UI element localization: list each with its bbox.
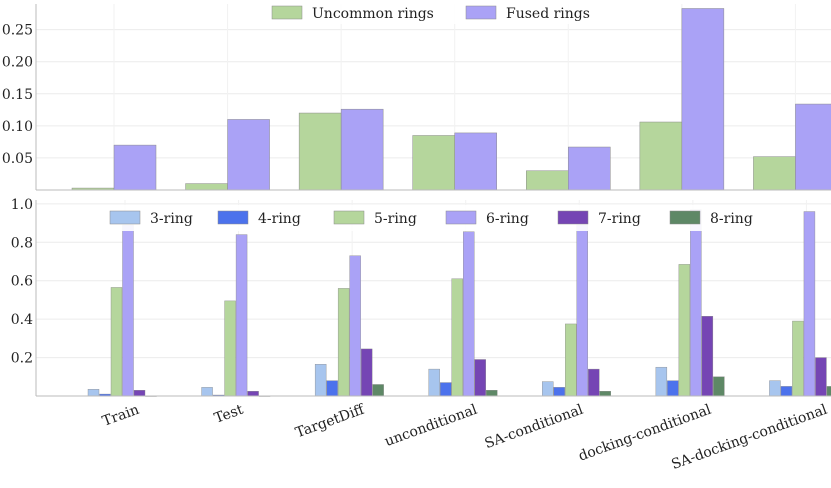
legend-label-fused-rings: Fused rings xyxy=(506,6,590,22)
bar-3-ring-sa-docking-conditional xyxy=(769,380,781,397)
legend-swatch-7-ring xyxy=(557,210,589,225)
bar-3-ring-targetdiff xyxy=(314,364,327,397)
bar-4-ring-unconditional xyxy=(440,382,452,397)
top-y-tick-label-4: 0.25 xyxy=(2,23,33,39)
bar-7-ring-unconditional xyxy=(474,359,486,397)
bar-7-ring-docking-conditional xyxy=(701,316,714,397)
bar-uncommon-rings-targetdiff xyxy=(298,112,342,191)
legend-label-4-ring: 4-ring xyxy=(258,211,301,227)
legend-label-6-ring: 6-ring xyxy=(486,211,529,227)
bar-uncommon-rings-sa-conditional xyxy=(526,170,569,191)
x-tick-labels: Train Test TargetDiff unconditional SA-condi… xyxy=(100,401,830,473)
bottom-y-tick-label-2: 0.6 xyxy=(11,274,33,290)
bar-3-ring-unconditional xyxy=(428,368,440,397)
legend-label-uncommon-rings: Uncommon rings xyxy=(312,6,434,22)
legend-swatch-5-ring xyxy=(333,210,365,225)
bar-7-ring-test xyxy=(247,390,259,397)
bar-4-ring-targetdiff xyxy=(326,380,338,397)
top-panel-legend: Uncommon rings Fused rings xyxy=(262,2,604,24)
bar-uncommon-rings-test xyxy=(185,183,228,191)
bar-fused-rings-test xyxy=(227,119,270,191)
bar-5-ring-docking-conditional xyxy=(678,264,691,397)
bar-6-ring-targetdiff xyxy=(349,255,361,397)
bottom-y-tick-label-3: 0.8 xyxy=(11,235,33,251)
bar-8-ring-targetdiff xyxy=(372,384,384,397)
bar-fused-rings-unconditional xyxy=(454,132,497,191)
legend-swatch-fused-rings xyxy=(465,5,497,20)
bar-uncommon-rings-docking-conditional xyxy=(639,121,683,191)
top-panel-bars xyxy=(71,8,831,191)
bar-5-ring-test xyxy=(224,300,236,397)
bottom-y-tick-label-1: 0.4 xyxy=(11,312,33,328)
legend-swatch-3-ring xyxy=(109,210,141,225)
bar-4-ring-sa-conditional xyxy=(553,387,565,397)
legend-swatch-6-ring xyxy=(445,210,477,225)
bar-fused-rings-targetdiff xyxy=(340,108,384,191)
bar-3-ring-test xyxy=(201,387,213,397)
top-legend-box xyxy=(262,2,604,24)
top-y-tick-label-0: 0.05 xyxy=(2,151,33,167)
legend-label-3-ring: 3-ring xyxy=(150,211,193,227)
bar-uncommon-rings-unconditional xyxy=(412,135,455,191)
x-tick-label-unconditional: unconditional xyxy=(383,402,480,450)
legend-label-7-ring: 7-ring xyxy=(598,211,641,227)
legend-swatch-4-ring xyxy=(217,210,249,225)
x-tick-label-train: Train xyxy=(100,402,141,430)
x-tick-label-targetdiff: TargetDiff xyxy=(293,401,367,441)
bar-4-ring-sa-docking-conditional xyxy=(780,386,793,397)
bar-6-ring-unconditional xyxy=(463,231,475,397)
legend-label-5-ring: 5-ring xyxy=(374,211,417,227)
legend-swatch-8-ring xyxy=(669,210,701,225)
bar-fused-rings-train xyxy=(113,144,157,191)
top-y-tick-label-1: 0.10 xyxy=(2,119,33,135)
legend-swatch-uncommon-rings xyxy=(271,5,303,20)
bar-fused-rings-sa-conditional xyxy=(568,146,611,191)
x-tick-label-sa-conditional: SA-conditional xyxy=(483,402,586,453)
bar-uncommon-rings-sa-docking-conditional xyxy=(753,156,796,191)
bar-7-ring-sa-docking-conditional xyxy=(815,357,827,397)
bar-fused-rings-docking-conditional xyxy=(681,8,725,191)
bar-5-ring-sa-docking-conditional xyxy=(792,320,804,397)
top-y-tick-label-3: 0.20 xyxy=(2,55,33,71)
bar-6-ring-docking-conditional xyxy=(690,209,702,397)
bar-6-ring-sa-docking-conditional xyxy=(803,211,816,397)
bottom-y-tick-label-4: 1.0 xyxy=(11,197,33,213)
legend-label-8-ring: 8-ring xyxy=(710,211,753,227)
bar-6-ring-sa-conditional xyxy=(576,224,588,397)
bar-5-ring-unconditional xyxy=(451,278,463,397)
bottom-panel-bars xyxy=(87,209,831,397)
top-y-tick-label-2: 0.15 xyxy=(2,87,33,103)
bar-3-ring-sa-conditional xyxy=(542,381,554,397)
bar-5-ring-sa-conditional xyxy=(565,323,577,397)
bar-6-ring-train xyxy=(122,224,134,397)
bar-3-ring-docking-conditional xyxy=(655,366,668,397)
bar-5-ring-targetdiff xyxy=(337,288,350,397)
x-tick-label-test: Test xyxy=(212,402,245,427)
bar-8-ring-docking-conditional xyxy=(713,376,725,397)
bar-7-ring-targetdiff xyxy=(360,348,373,397)
bar-7-ring-sa-conditional xyxy=(588,368,600,397)
bar-8-ring-sa-conditional xyxy=(599,390,611,397)
bar-8-ring-sa-docking-conditional xyxy=(826,386,831,397)
bottom-y-tick-label-0: 0.2 xyxy=(11,351,33,367)
bar-7-ring-train xyxy=(133,390,146,397)
bottom-panel-legend: 3-ring 4-ring 5-ring 6-ring 7-ring 8-ring xyxy=(102,205,760,231)
bar-fused-rings-sa-docking-conditional xyxy=(795,103,831,191)
top-panel-axis: 0.05 0.10 0.15 0.20 0.25 xyxy=(2,4,831,191)
bar-8-ring-unconditional xyxy=(486,390,498,397)
bar-6-ring-test xyxy=(235,234,248,397)
bar-5-ring-train xyxy=(110,287,123,397)
bar-3-ring-train xyxy=(87,389,100,397)
bar-4-ring-docking-conditional xyxy=(667,380,679,397)
bottom-panel-axis: 0.2 0.4 0.6 0.8 1.0 xyxy=(11,197,831,397)
bottom-legend-box xyxy=(102,205,760,231)
